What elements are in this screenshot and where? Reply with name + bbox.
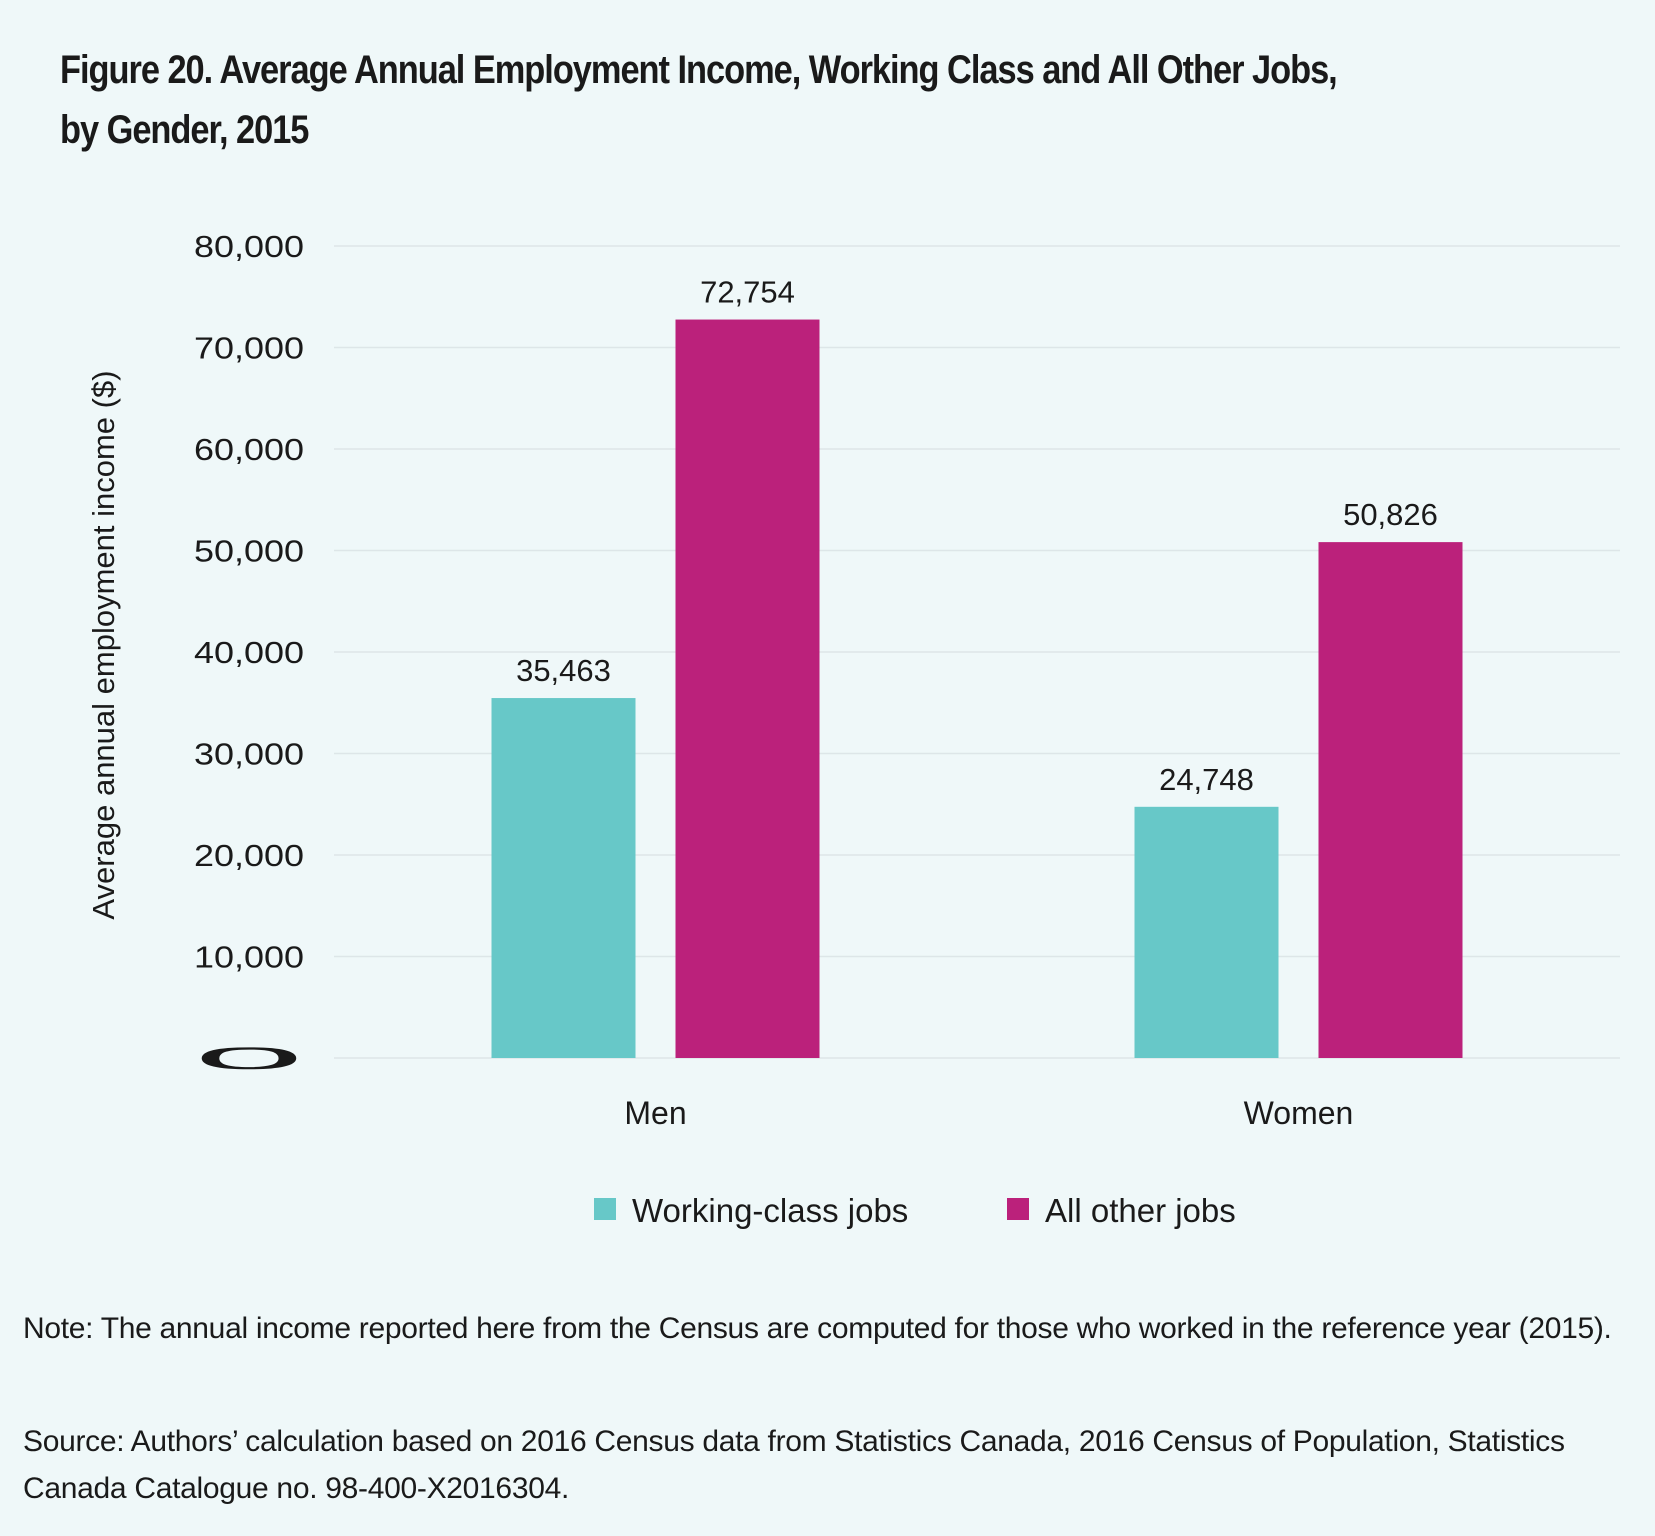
chart-note: Note: The annual income reported here fr… [23, 1312, 1612, 1345]
y-tick-label: 10,000 [194, 940, 304, 975]
bar-women-1 [1318, 542, 1463, 1058]
y-tick-label: 20,000 [194, 838, 304, 873]
bar-men-1 [675, 319, 820, 1059]
legend-label: All other jobs [1045, 1192, 1236, 1229]
y-tick-label: 50,000 [194, 534, 304, 569]
bar-men-0 [491, 698, 636, 1058]
data-label: 24,748 [1159, 762, 1254, 797]
bar-women-0 [1134, 806, 1279, 1058]
x-tick-label: Women [1244, 1095, 1354, 1131]
chart-source: Source: Authors’ calculation based on 20… [23, 1425, 1565, 1505]
y-axis-label: Average annual employment income ($) [86, 370, 121, 919]
y-tick-label: 60,000 [194, 432, 304, 467]
y-tick-label: 0 [194, 1041, 304, 1076]
chart-title: Figure 20. Average Annual Employment Inc… [60, 40, 1608, 160]
y-tick-label: 40,000 [194, 635, 304, 670]
data-label: 50,826 [1343, 497, 1438, 532]
data-label: 72,754 [700, 275, 795, 310]
title-line-1: Figure 20. Average Annual Employment Inc… [60, 48, 1338, 92]
legend-swatch [594, 1198, 616, 1220]
y-tick-label: 70,000 [194, 331, 304, 366]
legend-label: Working-class jobs [632, 1192, 908, 1229]
title-line-2: by Gender, 2015 [60, 108, 309, 152]
bar-chart: 0 10,000 20,000 30,000 40,000 50,000 60,000 70,… [86, 229, 1620, 1229]
y-tick-label: 30,000 [194, 737, 304, 772]
y-tick-label: 80,000 [194, 229, 304, 264]
data-label: 35,463 [516, 653, 611, 688]
legend-swatch [1007, 1198, 1029, 1220]
x-tick-label: Men [624, 1095, 686, 1131]
